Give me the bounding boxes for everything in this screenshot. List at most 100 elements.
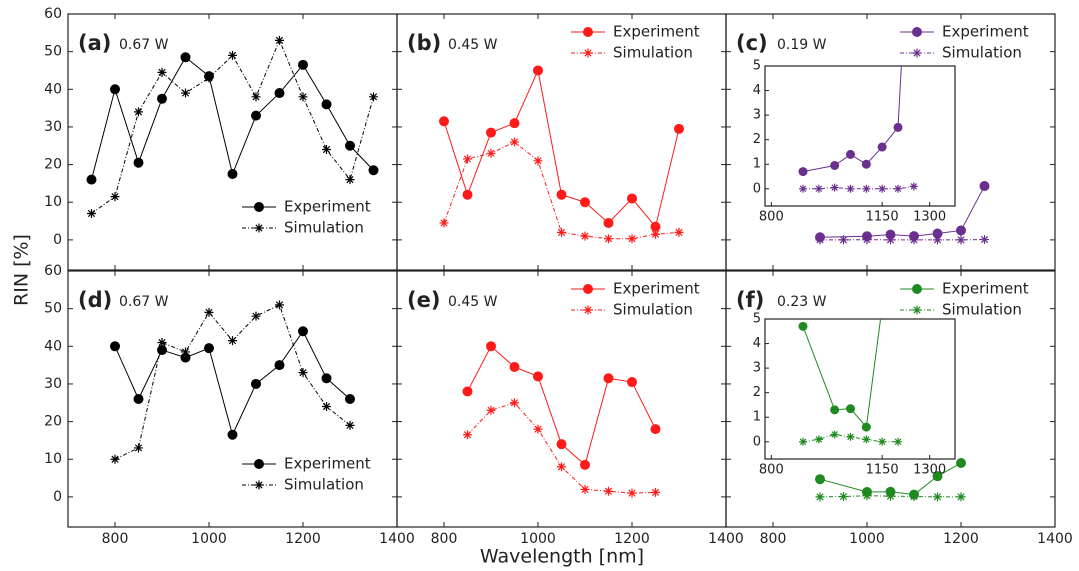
marker — [815, 235, 825, 245]
marker — [533, 424, 543, 434]
inset-y-tick-label: 3 — [753, 108, 761, 123]
inset-x-tick-label: 800 — [759, 210, 784, 225]
marker — [839, 492, 848, 502]
marker — [980, 235, 989, 245]
marker — [298, 326, 308, 337]
x-tick-label: 1200 — [614, 531, 650, 547]
power-label: 0.19 W — [777, 37, 827, 53]
marker — [580, 459, 590, 470]
marker — [204, 307, 214, 317]
legend-marker — [912, 48, 922, 58]
legend-label: Experiment — [613, 23, 700, 41]
marker — [533, 65, 543, 76]
inset-y-tick-label: 0 — [753, 181, 761, 196]
y-tick-label: 50 — [44, 301, 62, 317]
panel: (b) 0.45 W Experiment Simulation — [396, 13, 727, 271]
marker — [462, 189, 473, 200]
series-group — [462, 341, 661, 498]
marker — [799, 437, 807, 446]
marker — [321, 373, 332, 384]
panel-label: (b) — [407, 31, 441, 55]
x-tick-label: 800 — [431, 531, 458, 547]
series-group — [798, 66, 918, 193]
marker — [251, 110, 261, 121]
y-tick-label: 50 — [44, 44, 62, 60]
y-tick-label: 30 — [44, 376, 62, 392]
marker — [510, 398, 519, 408]
marker — [345, 175, 355, 185]
inset-x-tick-label: 800 — [759, 463, 784, 478]
marker — [830, 430, 839, 439]
x-tick-label: 1400 — [708, 531, 744, 547]
y-tick-label: 0 — [53, 489, 62, 505]
marker — [956, 492, 966, 502]
marker — [814, 184, 823, 193]
y-tick-label: 30 — [44, 119, 62, 135]
marker — [909, 182, 918, 191]
inset-frame — [764, 65, 956, 207]
marker — [180, 52, 191, 63]
marker — [275, 35, 284, 45]
marker — [486, 148, 496, 158]
marker — [846, 149, 855, 159]
x-tick-label: 1200 — [943, 531, 979, 547]
marker — [181, 347, 190, 357]
marker — [580, 484, 590, 494]
inset-background — [765, 66, 955, 206]
marker — [204, 73, 214, 83]
marker — [651, 229, 660, 239]
marker — [134, 443, 143, 453]
marker — [345, 394, 355, 404]
panel-label: (d) — [78, 288, 112, 312]
y-tick-label: 60 — [44, 263, 62, 279]
y-tick-label: 20 — [44, 157, 62, 173]
inset-y-tick-label: 3 — [753, 361, 761, 376]
marker — [110, 84, 120, 95]
marker — [557, 227, 566, 237]
power-label: 0.45 W — [448, 294, 498, 310]
marker — [321, 99, 332, 110]
marker — [133, 394, 144, 404]
marker — [157, 67, 167, 77]
panel: 800 1000 1200 1400 (f) 0.23 W Experiment Simula… — [725, 270, 1073, 547]
series-group — [86, 35, 379, 219]
inset-background — [765, 319, 955, 459]
marker — [275, 300, 284, 310]
marker — [956, 235, 966, 245]
y-tick-label: 40 — [44, 338, 62, 354]
legend-marker — [254, 202, 264, 212]
legend-label: Experiment — [942, 23, 1029, 41]
inset-y-tick-label: 4 — [753, 336, 761, 351]
marker — [846, 184, 855, 193]
marker — [830, 183, 839, 192]
marker — [486, 341, 496, 352]
panel: 0 10 20 30 40 50 60 (a) 0.67 W Experiment Simulati… — [44, 6, 398, 271]
series-line — [114, 304, 351, 460]
series-group — [815, 458, 966, 502]
marker — [846, 404, 855, 414]
marker — [894, 184, 902, 193]
marker — [509, 362, 520, 372]
marker — [674, 123, 684, 134]
marker — [877, 142, 887, 152]
legend-label: Experiment — [613, 280, 700, 298]
marker — [979, 181, 990, 192]
inset-y-tick-label: 5 — [753, 312, 761, 327]
x-tick-label: 1000 — [849, 531, 885, 547]
marker — [839, 235, 848, 245]
marker — [674, 227, 684, 237]
panel-label: (e) — [407, 288, 440, 312]
marker — [157, 338, 167, 348]
marker — [345, 420, 355, 430]
legend-label: Simulation — [613, 44, 693, 62]
legend-label: Experiment — [284, 455, 371, 473]
marker — [603, 217, 614, 228]
marker — [862, 435, 871, 444]
y-tick-label: 10 — [44, 194, 62, 210]
marker — [830, 405, 840, 415]
x-tick-label: 1000 — [191, 531, 227, 547]
legend-marker — [583, 27, 593, 37]
x-tick-label: 1000 — [520, 531, 556, 547]
panel: 0 10 20 30 40 50 60 800 1000 1200 1400 (d) 0.67 W Exp… — [44, 263, 415, 547]
panel-label: (c) — [736, 31, 768, 55]
